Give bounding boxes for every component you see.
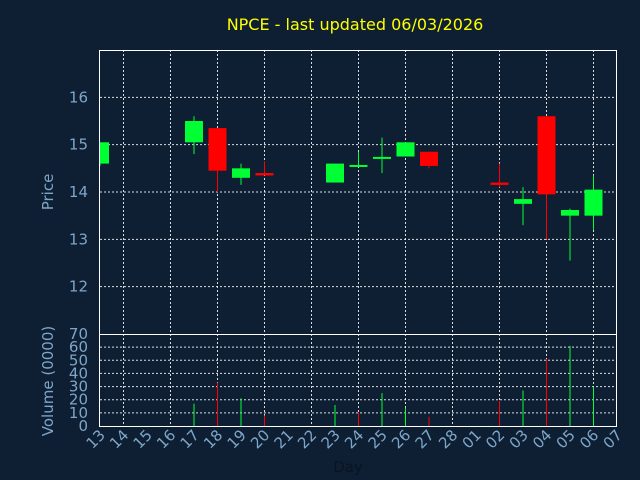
- candle-body: [185, 121, 203, 143]
- x-tick-label: 03: [506, 426, 532, 452]
- volume-tick-label: 0: [78, 417, 88, 435]
- candle-body: [373, 156, 391, 159]
- price-tick-label: 12: [69, 278, 88, 296]
- x-tick-label: 07: [600, 426, 626, 452]
- price-axis-label: Price: [39, 174, 57, 211]
- price-tick-label: 13: [69, 230, 88, 248]
- candle-body: [349, 164, 368, 167]
- price-tick-label: 15: [69, 136, 88, 154]
- x-tick-label: 28: [435, 426, 461, 452]
- volume-tick-label: 40: [69, 364, 88, 382]
- x-tick-label: 02: [482, 426, 508, 452]
- x-tick-label: 04: [529, 426, 555, 452]
- x-axis-label: Day: [333, 458, 363, 476]
- candle-body: [232, 168, 250, 178]
- volume-tick-label: 20: [69, 391, 88, 409]
- x-tick-label: 20: [247, 426, 273, 452]
- candle-body: [490, 182, 509, 185]
- volume-bars: [193, 345, 594, 426]
- volume-grid: [100, 334, 616, 426]
- price-grid: [100, 50, 616, 334]
- x-tick-label: 06: [576, 426, 602, 452]
- candle-body: [584, 189, 603, 216]
- candle-body: [420, 151, 438, 166]
- candle-body: [396, 142, 415, 157]
- candle-body: [537, 116, 556, 195]
- candle-body: [514, 199, 532, 204]
- volume-tick-label: 10: [69, 404, 88, 422]
- candle-body: [208, 128, 227, 171]
- x-tick-label: 16: [153, 426, 179, 452]
- x-axis-ticks: 1314151617181920212223242526272801020304…: [83, 426, 626, 452]
- x-tick-label: 15: [130, 426, 156, 452]
- x-tick-label: 22: [294, 426, 320, 452]
- volume-tick-label: 50: [69, 351, 88, 369]
- x-tick-label: 24: [341, 426, 367, 452]
- price-candles: [99, 116, 603, 261]
- x-tick-label: 27: [412, 426, 438, 452]
- x-tick-label: 05: [553, 426, 579, 452]
- price-tick-label: 16: [69, 88, 88, 106]
- volume-axis-label: Volume (0000): [39, 326, 57, 436]
- x-tick-label: 19: [224, 426, 250, 452]
- candle-body: [255, 173, 274, 176]
- volume-tick-label: 30: [69, 378, 88, 396]
- candle-body: [326, 163, 344, 183]
- candle-body: [100, 142, 109, 164]
- x-tick-label: 23: [318, 426, 344, 452]
- x-tick-label: 21: [271, 426, 297, 452]
- volume-panel-frame: [99, 334, 617, 427]
- x-tick-label: 26: [388, 426, 414, 452]
- candle-body: [561, 209, 579, 216]
- price-tick-label: 14: [69, 183, 88, 201]
- chart-title: NPCE - last updated 06/03/2026: [227, 15, 484, 34]
- x-tick-label: 14: [106, 426, 132, 452]
- x-tick-label: 01: [459, 426, 485, 452]
- x-tick-label: 25: [365, 426, 391, 452]
- volume-tick-label: 60: [69, 338, 88, 356]
- x-tick-label: 17: [177, 426, 203, 452]
- x-tick-label: 18: [200, 426, 226, 452]
- volume-tick-label: 70: [69, 325, 88, 343]
- price-axis-ticks: 12 13 14 15 16: [69, 88, 88, 295]
